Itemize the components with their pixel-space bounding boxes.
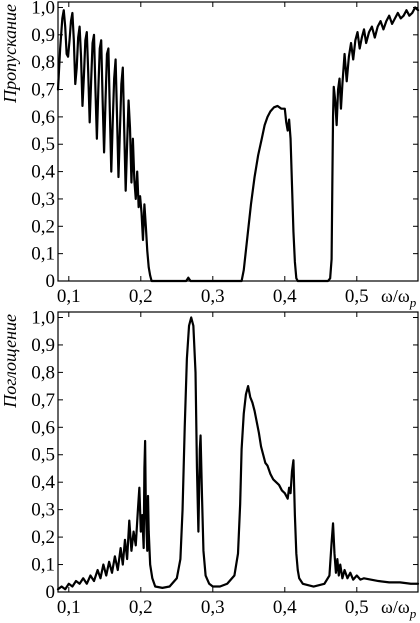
transmission-xtick-label: 0,4 [273,286,297,307]
absorption-ytick-label: 0 [46,582,56,603]
absorption-x-axis-label-sub: p [409,606,417,621]
absorption-x-axis-label-main: ω/ω [381,597,410,617]
transmission-x-axis-label: ω/ωp [381,286,417,310]
absorption-xtick-label: 0,1 [57,597,81,618]
absorption-ytick-label: 0,2 [31,527,55,548]
transmission-ytick-label: 0,5 [31,134,55,155]
absorption-panel: 00,10,20,30,40,50,60,70,80,91,00,1 0,2 0,3… [0,307,420,621]
transmission-series-line [56,6,420,283]
absorption-ytick-label: 0,6 [31,417,55,438]
absorption-ytick-label: 0,3 [31,500,55,521]
absorption-ytick-label: 0,7 [31,390,55,411]
transmission-ytick-label: 0,6 [31,107,55,128]
transmission-ytick-label: 0,7 [31,80,55,101]
absorption-xtick-label: 0,5 [345,597,369,618]
absorption-ytick-label: 0,8 [31,362,55,383]
absorption-x-axis-label: ω/ωp [381,597,417,621]
transmission-xtick-label: 0,5 [345,286,369,307]
transmission-ytick-label: 0,1 [31,244,55,265]
absorption-xtick-label: 0,4 [273,597,297,618]
absorption-ytick-label: 0,5 [31,445,55,466]
transmission-ytick-label: 0 [46,271,56,292]
transmission-ytick-label: 1,0 [31,0,55,18]
transmission-xtick-label: 0,1 [57,286,81,307]
transmission-ytick-label: 0,9 [31,25,55,46]
absorption-series-line [56,316,420,591]
transmission-xtick-label: 0,3 [201,286,225,307]
absorption-xtick-label: 0,3 [201,597,225,618]
transmission-x-axis-label-main: ω/ω [381,286,410,306]
transmission-ytick-label: 0,3 [31,189,55,210]
absorption-ytick-label: 0,4 [31,472,55,493]
transmission-x-axis-label-sub: p [409,295,417,310]
absorption-y-axis-label: Поглощение [0,314,20,409]
transmission-y-axis-label: Пропускание [0,4,20,104]
absorption-ytick-label: 0,1 [31,555,55,576]
transmission-xtick-label: 0,2 [129,286,153,307]
transmission-ytick-label: 0,8 [31,52,55,73]
absorption-xtick-label: 0,2 [129,597,153,618]
absorption-plot-frame [57,311,419,593]
transmission-ytick-label: 0,4 [31,162,55,183]
absorption-ytick-label: 0,9 [31,335,55,356]
transmission-ytick-label: 0,2 [31,216,55,237]
absorption-ytick-label: 1,0 [31,307,55,328]
transmission-panel: 00,10,20,30,40,50,60,70,80,91,00,1 0,2 0,3… [0,0,420,310]
